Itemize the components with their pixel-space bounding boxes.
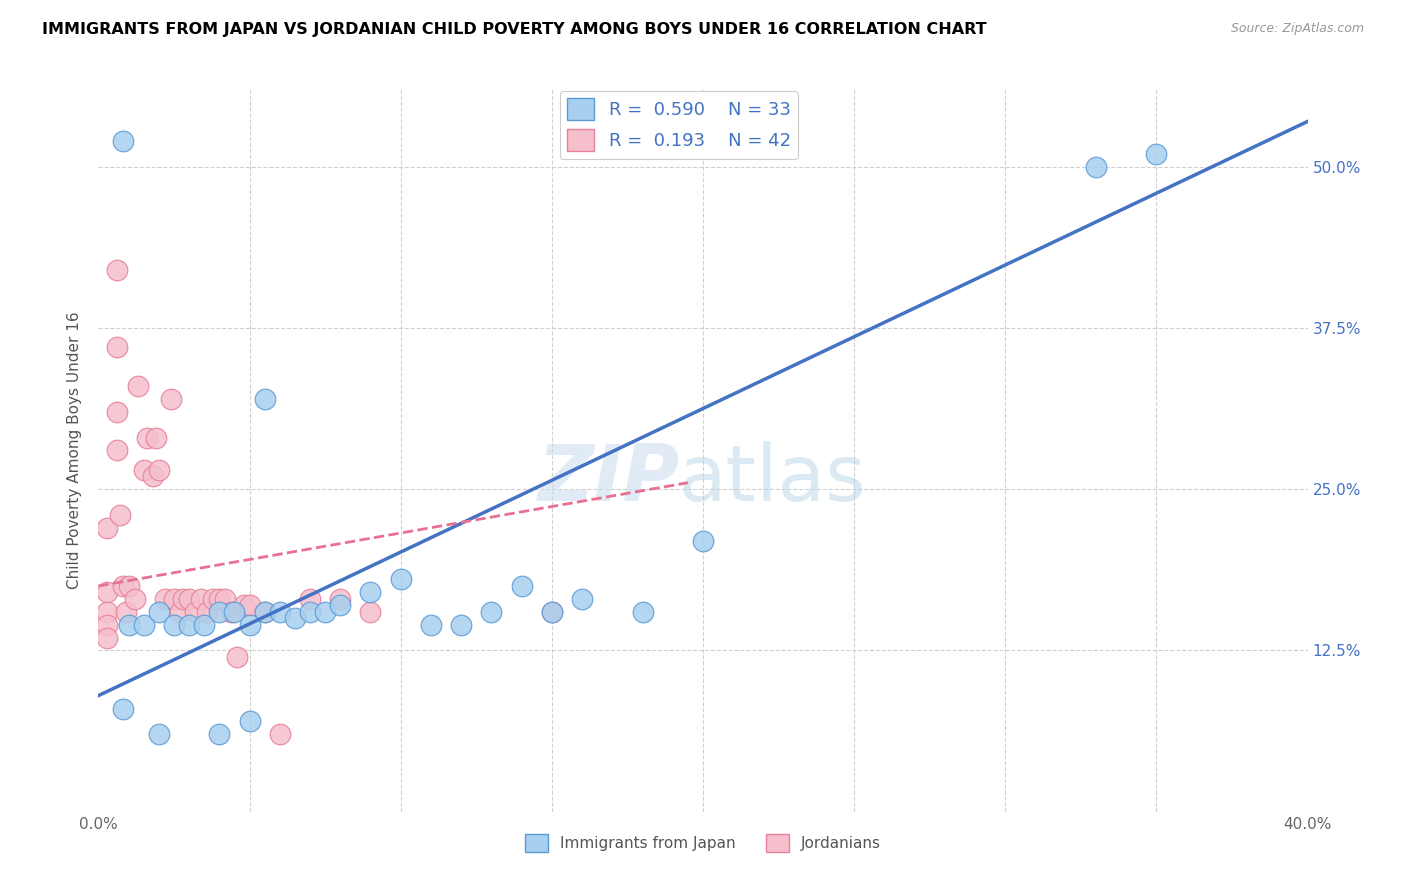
Point xyxy=(111,701,134,715)
Point xyxy=(202,591,225,606)
Point xyxy=(96,605,118,619)
Point xyxy=(148,605,170,619)
Text: Source: ZipAtlas.com: Source: ZipAtlas.com xyxy=(1230,22,1364,36)
Point xyxy=(692,533,714,548)
Point xyxy=(105,340,128,354)
Point xyxy=(389,573,412,587)
Point xyxy=(153,591,176,606)
Point xyxy=(571,591,593,606)
Point xyxy=(226,649,249,664)
Point xyxy=(105,405,128,419)
Point xyxy=(420,617,443,632)
Point xyxy=(1085,160,1108,174)
Point xyxy=(184,605,207,619)
Point xyxy=(1144,146,1167,161)
Point xyxy=(135,431,157,445)
Point xyxy=(118,617,141,632)
Point xyxy=(239,714,262,729)
Point xyxy=(631,605,654,619)
Point xyxy=(224,605,246,619)
Point xyxy=(208,727,231,741)
Point xyxy=(314,605,336,619)
Point xyxy=(163,617,186,632)
Point xyxy=(160,392,183,406)
Point xyxy=(111,134,134,148)
Point xyxy=(221,605,243,619)
Point xyxy=(299,591,322,606)
Point xyxy=(269,605,291,619)
Point xyxy=(360,585,382,599)
Point xyxy=(481,605,503,619)
Point xyxy=(239,599,262,613)
Point xyxy=(450,617,472,632)
Point xyxy=(96,521,118,535)
Point xyxy=(145,431,167,445)
Point xyxy=(96,631,118,645)
Point xyxy=(190,591,212,606)
Point xyxy=(96,617,118,632)
Point xyxy=(179,617,201,632)
Text: ZIP: ZIP xyxy=(537,442,679,517)
Point xyxy=(118,579,141,593)
Point xyxy=(253,392,276,406)
Point xyxy=(329,599,352,613)
Text: IMMIGRANTS FROM JAPAN VS JORDANIAN CHILD POVERTY AMONG BOYS UNDER 16 CORRELATION: IMMIGRANTS FROM JAPAN VS JORDANIAN CHILD… xyxy=(42,22,987,37)
Point xyxy=(127,379,149,393)
Point xyxy=(111,579,134,593)
Y-axis label: Child Poverty Among Boys Under 16: Child Poverty Among Boys Under 16 xyxy=(67,311,83,590)
Point xyxy=(148,727,170,741)
Point xyxy=(239,617,262,632)
Point xyxy=(105,443,128,458)
Point xyxy=(105,263,128,277)
Point xyxy=(132,463,155,477)
Point xyxy=(163,591,186,606)
Point xyxy=(179,591,201,606)
Point xyxy=(360,605,382,619)
Point xyxy=(253,605,276,619)
Point xyxy=(253,605,276,619)
Point xyxy=(124,591,146,606)
Point xyxy=(329,591,352,606)
Point xyxy=(208,605,231,619)
Point xyxy=(193,617,215,632)
Point xyxy=(148,463,170,477)
Point xyxy=(142,469,165,483)
Point xyxy=(540,605,562,619)
Point xyxy=(214,591,236,606)
Point xyxy=(208,591,231,606)
Point xyxy=(132,617,155,632)
Point xyxy=(540,605,562,619)
Point xyxy=(169,605,191,619)
Point xyxy=(108,508,131,522)
Point xyxy=(232,599,254,613)
Point xyxy=(269,727,291,741)
Point xyxy=(96,585,118,599)
Point xyxy=(284,611,307,625)
Text: atlas: atlas xyxy=(679,442,866,517)
Point xyxy=(114,605,136,619)
Point xyxy=(172,591,194,606)
Point xyxy=(299,605,322,619)
Point xyxy=(195,605,218,619)
Point xyxy=(510,579,533,593)
Legend: Immigrants from Japan, Jordanians: Immigrants from Japan, Jordanians xyxy=(519,828,887,858)
